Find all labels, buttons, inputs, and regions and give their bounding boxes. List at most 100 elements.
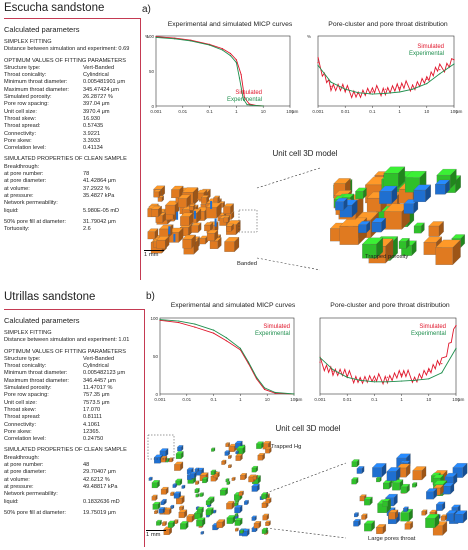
x-tick-label: 0.1 bbox=[369, 109, 376, 114]
pore-block bbox=[186, 514, 195, 523]
data-point bbox=[386, 376, 388, 378]
data-point bbox=[441, 363, 443, 365]
x-unit-label: μm bbox=[292, 109, 299, 114]
panel-b-params: Calculated parameters SIMPLEX FITTING Di… bbox=[4, 316, 142, 517]
param-value: 19.75019 μm bbox=[83, 509, 116, 516]
param-row: Maximum throat diameter: 346.4457 μm bbox=[4, 378, 142, 385]
pore-block bbox=[454, 510, 468, 524]
pore-block bbox=[194, 488, 200, 494]
params-heading: Calculated parameters bbox=[4, 316, 80, 325]
param-key: Network permeability: bbox=[4, 491, 58, 498]
param-key: Throat skew: bbox=[4, 115, 37, 122]
pore-block bbox=[213, 195, 220, 203]
pore-block bbox=[355, 187, 367, 200]
data-point bbox=[332, 370, 334, 372]
param-value: 11.47017 % bbox=[83, 385, 113, 392]
param-key: Pore skew: bbox=[4, 428, 32, 435]
y-tick-label: 100 bbox=[146, 34, 154, 39]
param-row: Network permeability: bbox=[4, 491, 142, 498]
data-point bbox=[194, 326, 196, 328]
pore-block bbox=[353, 512, 359, 518]
pore-block bbox=[180, 212, 194, 227]
data-point bbox=[330, 85, 332, 87]
simulated-line bbox=[317, 56, 455, 99]
param-row: at volume: 42.6212 % bbox=[4, 477, 142, 484]
pore-block bbox=[413, 222, 425, 234]
data-point bbox=[428, 378, 430, 380]
pore-block bbox=[225, 478, 230, 483]
pore-block bbox=[150, 205, 162, 217]
distance-line: Distance between simulation and experime… bbox=[4, 337, 130, 344]
param-value bbox=[83, 200, 138, 207]
pore-block bbox=[177, 194, 191, 208]
pore-block bbox=[235, 450, 239, 455]
param-key: at pore diameter: bbox=[4, 469, 47, 476]
pore-block bbox=[375, 476, 382, 483]
x-tick-label: 1 bbox=[400, 397, 403, 402]
tail-list: 50% pore fill at diameter: 31.79042 μm Tor… bbox=[4, 219, 138, 234]
param-value: 2.6 bbox=[83, 226, 91, 233]
data-point bbox=[190, 40, 192, 42]
param-value: 37.2922 % bbox=[83, 185, 110, 192]
pore-block bbox=[173, 491, 181, 499]
clean-list: Breakthrough: at pore number: 48 at pore … bbox=[4, 455, 142, 506]
param-key: Breakthrough: bbox=[4, 454, 40, 461]
pore-block bbox=[356, 466, 365, 474]
x-tick-label: 10 bbox=[265, 397, 271, 402]
legend-simulated: Simulated bbox=[419, 324, 446, 330]
data-point bbox=[439, 73, 441, 75]
data-point bbox=[384, 88, 386, 90]
pore-block bbox=[199, 492, 204, 497]
param-value: Vert-Banded bbox=[83, 64, 115, 71]
throat bbox=[176, 211, 179, 220]
opt-list: Structure type: Vert-Banded Throat conical… bbox=[4, 65, 138, 153]
chart-title-dist-b: Pore-cluster and pore throat distributio… bbox=[330, 302, 450, 309]
param-key: liquid: bbox=[4, 498, 19, 505]
param-key: Minimum throat diameter: bbox=[4, 370, 68, 377]
param-key: at pore number: bbox=[4, 171, 44, 178]
data-point bbox=[386, 381, 388, 383]
param-key: Throat conicality: bbox=[4, 363, 47, 370]
pore-block bbox=[226, 500, 235, 510]
zoom-line bbox=[256, 257, 321, 271]
data-point bbox=[194, 323, 196, 325]
param-value: 0.24750 bbox=[83, 436, 104, 443]
pore-block bbox=[154, 509, 159, 515]
pore-block bbox=[404, 521, 414, 530]
title-underline bbox=[4, 18, 140, 19]
pore-block bbox=[164, 507, 172, 515]
pore-block bbox=[379, 185, 398, 204]
panel-b-divider bbox=[144, 309, 145, 547]
pore-block bbox=[452, 462, 468, 478]
throat bbox=[173, 233, 176, 242]
x-tick-label: 10 bbox=[424, 109, 430, 114]
x-tick-label: 10 bbox=[261, 109, 267, 114]
param-key: Unit cell size: bbox=[4, 399, 37, 406]
param-row: Simulated porosity: 11.47017 % bbox=[4, 385, 142, 392]
pore-block bbox=[257, 453, 265, 461]
param-row: Maximum throat diameter: 345.47424 μm bbox=[4, 87, 138, 94]
pore-block bbox=[265, 520, 271, 527]
param-key: Throat conicality: bbox=[4, 72, 47, 79]
data-point bbox=[246, 104, 248, 106]
data-point bbox=[455, 325, 457, 327]
scale-label-b: 1 mm bbox=[146, 532, 161, 538]
pore-block bbox=[158, 507, 166, 514]
data-point bbox=[453, 63, 455, 65]
pore-block bbox=[444, 472, 458, 486]
param-value bbox=[83, 455, 142, 462]
pore-block bbox=[351, 477, 359, 485]
data-point bbox=[401, 373, 403, 375]
param-row: at volume: 37.2922 % bbox=[4, 186, 138, 193]
title-underline bbox=[4, 309, 144, 310]
x-tick-label: 0.01 bbox=[341, 109, 350, 114]
pore-block bbox=[175, 478, 183, 486]
data-point bbox=[411, 84, 414, 86]
pore-block bbox=[351, 459, 360, 468]
data-point bbox=[293, 393, 295, 395]
opt-list: Structure type: Vert-Banded Throat conical… bbox=[4, 356, 142, 444]
param-key: Maximum throat diameter: bbox=[4, 86, 69, 93]
scale-bar-b bbox=[146, 530, 166, 531]
param-row: Correlation level: 0.24750 bbox=[4, 436, 142, 443]
